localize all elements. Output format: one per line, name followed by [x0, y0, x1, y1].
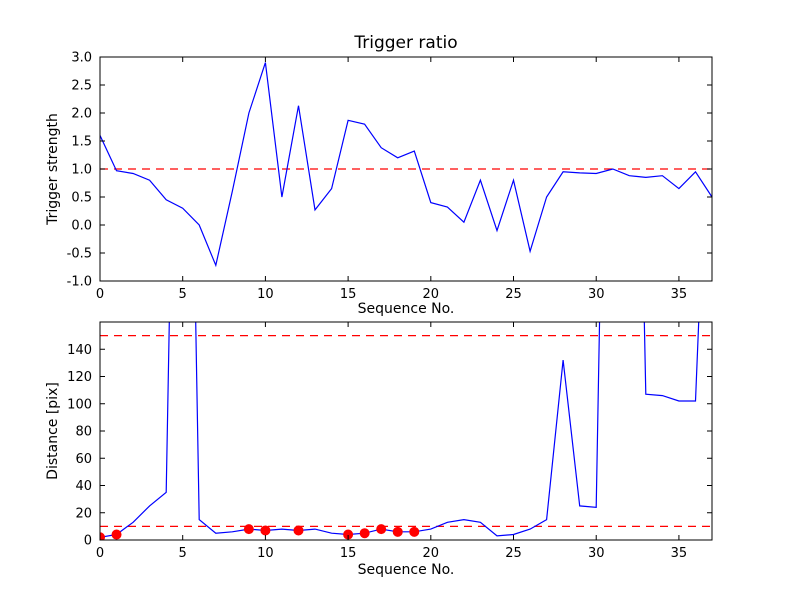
x-tick-label: 0	[96, 287, 104, 302]
y-tick-label: -1.0	[67, 275, 92, 290]
triggered-points-marker	[293, 525, 304, 536]
x-tick-label: 35	[671, 287, 688, 302]
y-tick-label: 40	[75, 479, 92, 494]
y-tick-label: 1.0	[71, 163, 92, 178]
y-tick-label: -0.5	[67, 247, 92, 262]
y-tick-label: 20	[75, 506, 92, 521]
x-tick-label: 0	[96, 546, 104, 561]
bottom-x-axis-label: Sequence No.	[357, 562, 455, 578]
y-tick-label: 0.0	[71, 219, 92, 234]
triggered-points-marker	[376, 524, 387, 535]
trigger-strength-line	[100, 62, 712, 268]
y-tick-label: 140	[67, 343, 92, 358]
y-tick-label: 60	[75, 452, 92, 467]
triggered-points-marker	[359, 528, 370, 539]
distance-line	[100, 322, 700, 538]
x-tick-label: 20	[423, 287, 440, 302]
y-tick-label: 80	[75, 425, 92, 440]
triggered-points-marker	[260, 525, 271, 536]
x-tick-label: 15	[340, 546, 357, 561]
triggered-points-marker	[100, 532, 105, 540]
x-tick-label: 20	[423, 546, 440, 561]
x-tick-label: 10	[257, 287, 274, 302]
x-tick-label: 25	[505, 546, 522, 561]
bottom-plot: 0 5 10 15 20 25 30 35 0 20 40 60 80 100 120 140	[67, 321, 713, 561]
x-tick-label: 15	[340, 287, 357, 302]
x-tick-label: 10	[257, 546, 274, 561]
y-tick-label: 120	[67, 370, 92, 385]
triggered-points-marker	[243, 524, 254, 535]
x-tick-label: 30	[588, 287, 605, 302]
y-tick-label: 0	[84, 534, 92, 549]
y-tick-label: 2.0	[71, 107, 92, 122]
y-tick-label: 3.0	[71, 51, 92, 66]
triggered-points-marker	[392, 526, 403, 537]
top-x-axis-label: Sequence No.	[357, 301, 455, 317]
x-tick-label: 5	[179, 287, 187, 302]
triggered-points-marker	[409, 526, 420, 537]
top-plot: 0 5 10 15 20 25 30 35 3.0 2.5 2.0 1.5 1.0 0.5 0.0 -0.5 -…	[67, 51, 713, 302]
y-tick-label: 100	[67, 397, 92, 412]
y-tick-label: 2.5	[71, 79, 92, 94]
triggered-points-marker	[111, 529, 122, 540]
x-tick-label: 30	[588, 546, 605, 561]
axes-frame	[99, 321, 713, 541]
chart-title: Trigger ratio	[354, 33, 458, 53]
x-tick-label: 5	[179, 546, 187, 561]
x-tick-label: 25	[505, 287, 522, 302]
y-tick-label: 0.5	[71, 191, 92, 206]
y-tick-label: 1.5	[71, 135, 92, 150]
x-tick-label: 35	[671, 546, 688, 561]
